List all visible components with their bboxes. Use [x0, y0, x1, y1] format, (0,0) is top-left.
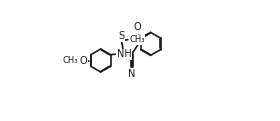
- Text: NH: NH: [117, 49, 132, 59]
- Text: O: O: [80, 56, 87, 65]
- Text: O: O: [133, 22, 141, 32]
- Text: CH₃: CH₃: [129, 35, 144, 44]
- Text: N: N: [128, 69, 136, 79]
- Text: S: S: [118, 31, 125, 41]
- Text: CH₃: CH₃: [62, 56, 78, 65]
